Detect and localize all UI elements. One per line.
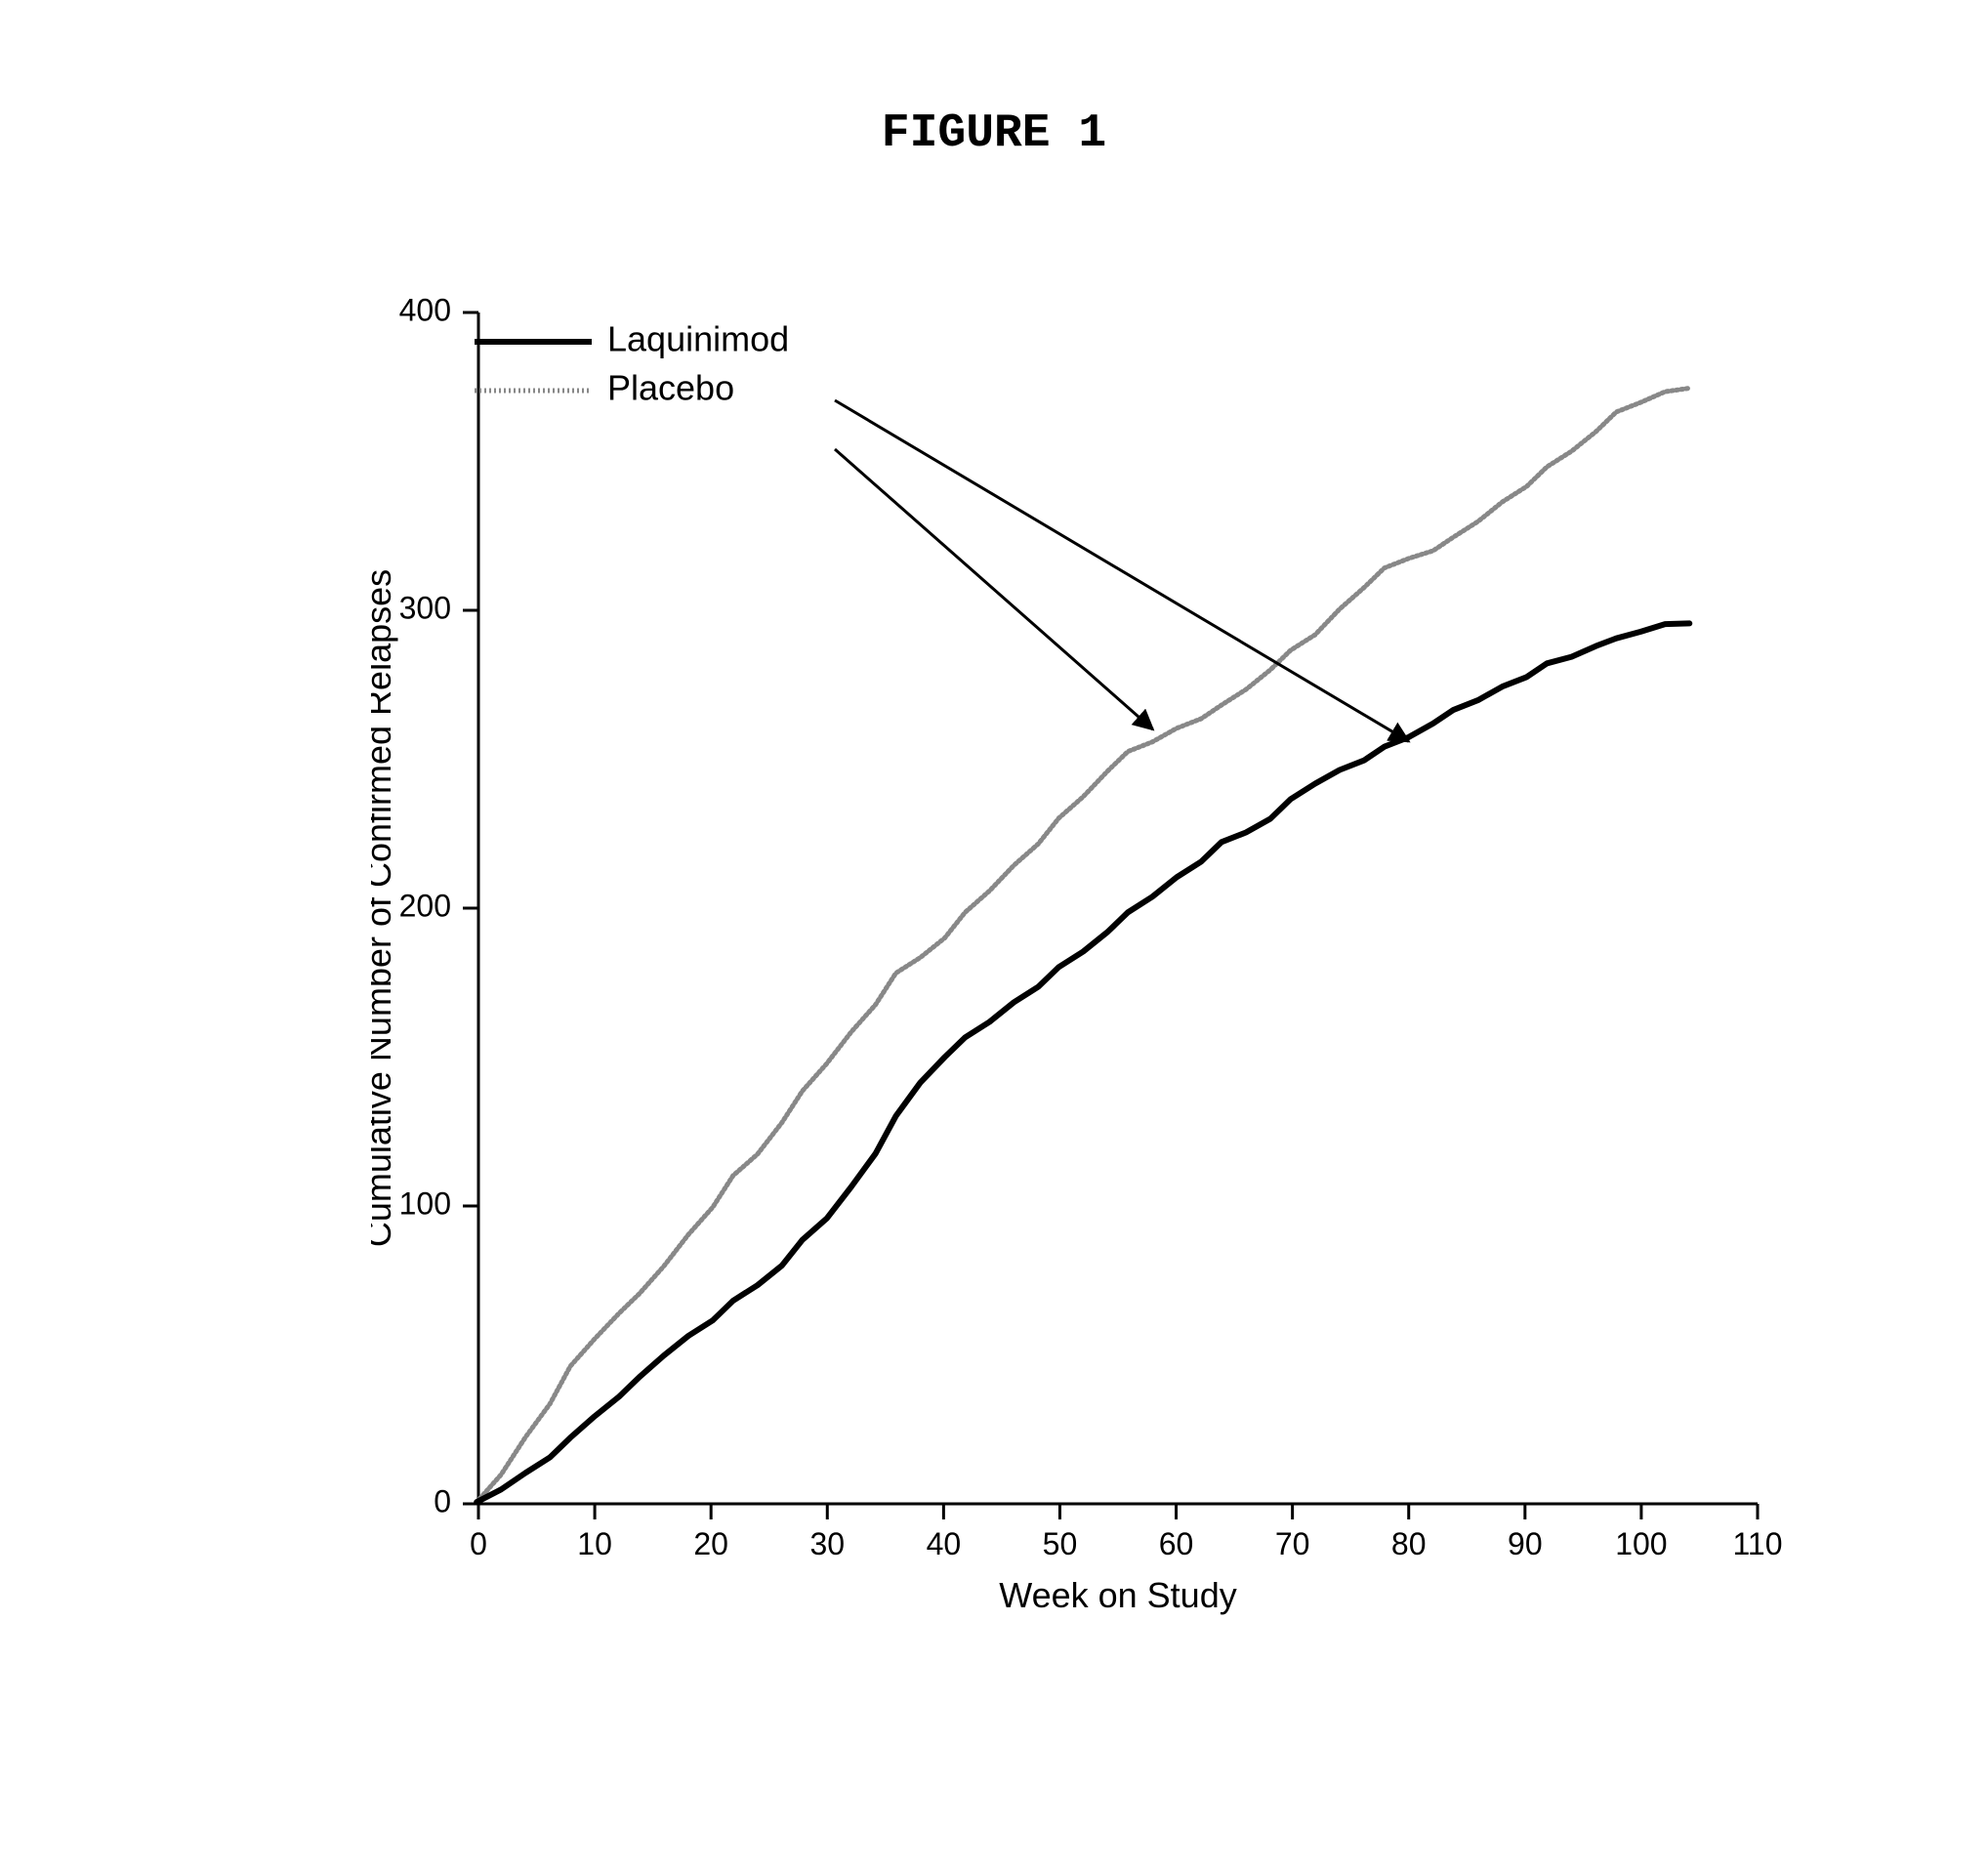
- y-tick-label: 400: [399, 293, 451, 327]
- x-tick-label: 20: [693, 1526, 728, 1561]
- x-tick-label: 100: [1615, 1526, 1667, 1561]
- x-axis-label: Week on Study: [999, 1575, 1236, 1615]
- y-tick-label: 0: [434, 1483, 451, 1518]
- x-tick-label: 40: [927, 1526, 962, 1561]
- x-tick-label: 0: [470, 1526, 487, 1561]
- x-tick-label: 80: [1391, 1526, 1427, 1561]
- chart-svg: 0 100 200 300 400 0 10 20 30 40 50 60 70 80 90 100 110 We…: [371, 293, 1787, 1621]
- x-tick-label: 70: [1275, 1526, 1310, 1561]
- series-laquinimod: [476, 623, 1689, 1502]
- callout-arrow: [835, 449, 1153, 729]
- x-tick-label: 110: [1732, 1526, 1782, 1561]
- callout-arrow: [835, 400, 1409, 741]
- y-tick-label: 100: [399, 1185, 451, 1221]
- chart-container: 0 100 200 300 400 0 10 20 30 40 50 60 70 80 90 100 110 We…: [371, 293, 1787, 1621]
- y-tick-label: 200: [399, 888, 451, 923]
- y-axis-label: Cumulative Number of Confirmed Relapses: [371, 569, 398, 1247]
- series-placebo: [476, 389, 1689, 1503]
- x-tick-label: 60: [1159, 1526, 1194, 1561]
- figure-title: FIGURE 1: [0, 107, 1988, 160]
- x-tick-label: 50: [1043, 1526, 1078, 1561]
- x-tick-label: 90: [1508, 1526, 1543, 1561]
- x-tick-label: 10: [577, 1526, 612, 1561]
- legend-label-laquinimod: Laquinimod: [607, 319, 789, 359]
- x-tick-label: 30: [809, 1526, 845, 1561]
- legend-label-placebo: Placebo: [607, 368, 734, 408]
- y-tick-label: 300: [399, 590, 451, 625]
- page: FIGURE 1 0 100 200 300 400 0 10 20 30 40 50 60 70 80 9…: [0, 0, 1988, 1870]
